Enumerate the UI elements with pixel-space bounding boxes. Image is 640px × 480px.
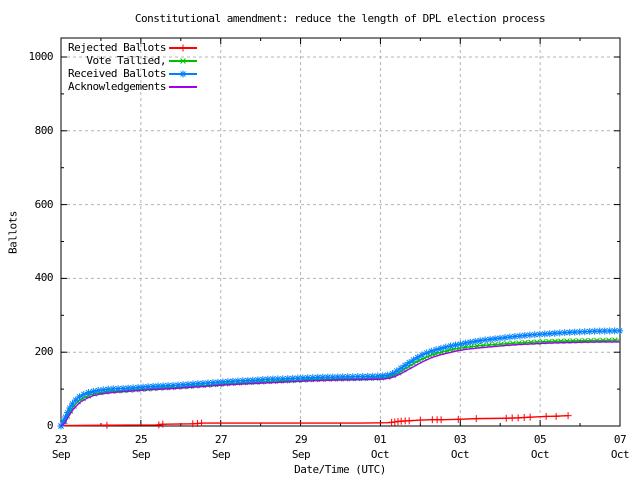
y-tick-600: 600 — [34, 198, 54, 211]
legend-samples — [169, 44, 197, 88]
y-tick-1000: 1000 — [28, 50, 54, 63]
series-received-ballots — [57, 327, 624, 430]
x-tick-29sep: 29 Sep — [291, 433, 311, 461]
y-tick-800: 800 — [34, 124, 54, 137]
y-tick-200: 200 — [34, 345, 54, 358]
legend-label-acknowledgements: Acknowledgements — [68, 80, 166, 93]
y-axis-label: Ballots — [6, 211, 20, 254]
x-tick-23sep: 23 Sep — [51, 433, 71, 461]
y-tick-400: 400 — [34, 271, 54, 284]
y-tick-0: 0 — [46, 419, 54, 432]
x-tick-27sep: 27 Sep — [211, 433, 231, 461]
series-vote-tallied — [58, 337, 621, 429]
legend-label-rejected-ballots: Rejected Ballots — [68, 41, 166, 54]
grid-layer — [61, 38, 620, 426]
legend-label-vote-tallied: Vote Tallied, — [86, 54, 166, 67]
x-tick-03oct: 03 Oct — [450, 433, 470, 461]
axes-layer — [60, 37, 621, 427]
chart-title: Constitutional amendment: reduce the len… — [134, 12, 546, 25]
x-tick-05oct: 05 Oct — [530, 433, 550, 461]
x-tick-07oct: 07 Oct — [610, 433, 630, 461]
series-acknowledgements — [60, 341, 620, 427]
x-axis-label: Date/Time (UTC) — [294, 463, 386, 476]
legend-label-received-ballots: Received Ballots — [68, 67, 166, 80]
x-tick-25sep: 25 Sep — [131, 433, 151, 461]
series-rejected-ballots — [60, 412, 572, 429]
x-tick-01oct: 01 Oct — [370, 433, 390, 461]
